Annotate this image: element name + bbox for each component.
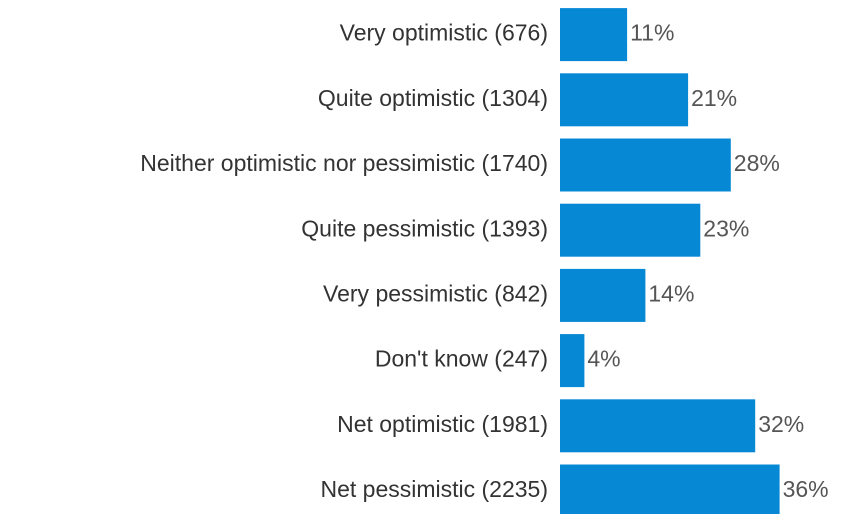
bar bbox=[560, 334, 585, 388]
category-label: Very optimistic (676) bbox=[340, 20, 548, 46]
category-label: Net pessimistic (2235) bbox=[320, 476, 548, 502]
value-label: 4% bbox=[587, 346, 620, 372]
category-label: Quite pessimistic (1393) bbox=[301, 215, 548, 241]
value-label: 36% bbox=[783, 476, 829, 502]
bar bbox=[560, 203, 701, 257]
bar bbox=[560, 73, 689, 127]
bar bbox=[560, 268, 646, 322]
category-label: Neither optimistic nor pessimistic (1740… bbox=[140, 150, 548, 176]
bar bbox=[560, 399, 756, 453]
value-label: 14% bbox=[648, 280, 694, 306]
category-label: Net optimistic (1981) bbox=[337, 411, 548, 437]
value-label: 32% bbox=[758, 411, 804, 437]
value-label: 11% bbox=[630, 20, 674, 46]
bar bbox=[560, 464, 780, 514]
value-label: 21% bbox=[691, 85, 737, 111]
value-label: 23% bbox=[703, 215, 749, 241]
bar bbox=[560, 8, 628, 62]
category-label: Quite optimistic (1304) bbox=[318, 85, 548, 111]
category-label: Very pessimistic (842) bbox=[323, 280, 548, 306]
bar bbox=[560, 138, 731, 192]
value-label: 28% bbox=[734, 150, 780, 176]
category-label: Don't know (247) bbox=[375, 346, 548, 372]
